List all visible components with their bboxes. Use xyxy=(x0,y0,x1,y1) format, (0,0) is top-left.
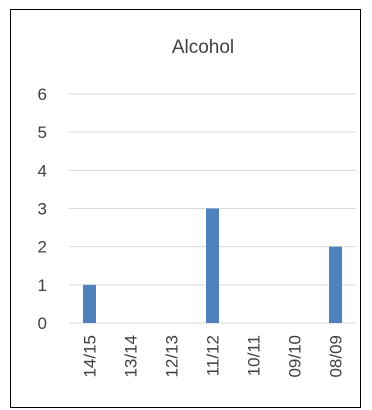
x-tick-label: 10/11 xyxy=(245,335,264,376)
x-tick-label: 08/09 xyxy=(327,335,346,378)
x-tick-label: 13/14 xyxy=(122,335,141,378)
y-tick-label: 4 xyxy=(38,161,47,180)
x-tick-label: 11/12 xyxy=(204,335,223,376)
x-tick-label: 09/10 xyxy=(286,335,305,378)
x-tick-label: 12/13 xyxy=(163,335,182,378)
y-tick-label: 6 xyxy=(38,85,47,104)
chart-title: Alcohol xyxy=(172,37,234,58)
x-tick-label: 14/15 xyxy=(81,335,100,378)
bar-08-09 xyxy=(329,246,342,323)
y-axis-ticks: 0 1 2 3 4 5 6 xyxy=(38,85,47,333)
y-tick-label: 1 xyxy=(38,276,47,295)
y-tick-label: 5 xyxy=(38,123,47,142)
x-axis-ticks: 14/15 13/14 12/13 11/12 10/11 09/10 08/09 xyxy=(81,335,346,378)
y-tick-label: 3 xyxy=(38,200,47,219)
bar-11-12 xyxy=(206,208,219,323)
gridlines xyxy=(69,93,356,324)
bar-14-15 xyxy=(83,284,96,323)
y-tick-label: 0 xyxy=(38,314,47,333)
bars xyxy=(83,208,342,323)
y-tick-label: 2 xyxy=(38,238,47,257)
